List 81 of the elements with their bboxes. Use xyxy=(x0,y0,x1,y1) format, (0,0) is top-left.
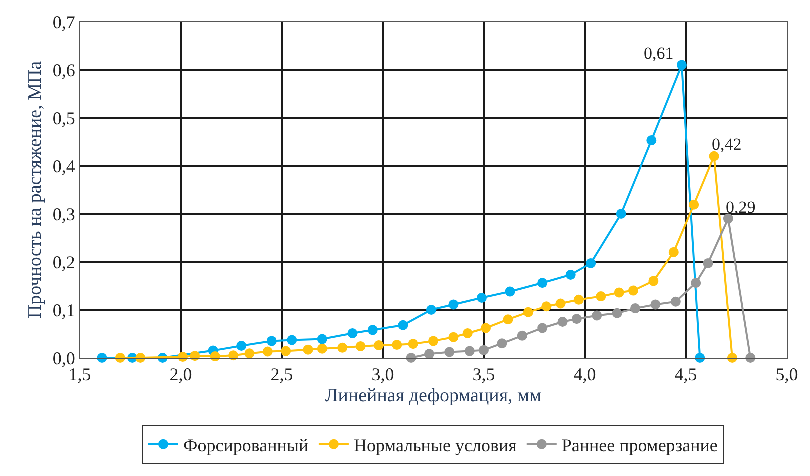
point xyxy=(356,341,366,352)
point xyxy=(612,308,622,318)
point xyxy=(448,332,459,342)
point xyxy=(676,60,687,70)
point xyxy=(542,302,552,312)
point xyxy=(374,340,384,351)
y-axis-title: Прочность на растяжение, МПа xyxy=(24,60,46,319)
point xyxy=(596,292,606,302)
point xyxy=(266,336,277,346)
point xyxy=(689,200,700,210)
x-tick-label: 5,0 xyxy=(776,364,798,385)
point xyxy=(703,258,714,268)
point xyxy=(368,325,378,336)
annotation: 0,42 xyxy=(712,135,742,154)
point xyxy=(497,338,508,349)
point xyxy=(462,328,473,339)
point xyxy=(448,300,459,310)
legend-label: Раннее промерзание xyxy=(562,435,718,456)
point xyxy=(572,314,582,324)
point xyxy=(479,345,489,356)
point xyxy=(424,349,434,360)
point xyxy=(668,247,679,258)
point xyxy=(503,314,514,325)
point xyxy=(556,298,566,309)
point xyxy=(646,136,657,146)
point xyxy=(670,296,681,307)
point xyxy=(628,286,638,296)
point xyxy=(592,310,602,321)
point xyxy=(517,330,528,341)
point xyxy=(505,286,516,297)
x-tick-label: 3,5 xyxy=(472,364,496,385)
x-tick-label: 2,0 xyxy=(170,364,192,385)
legend-label: Форсированный xyxy=(184,435,309,456)
point xyxy=(574,294,584,305)
point xyxy=(558,317,568,327)
annotation: 0,61 xyxy=(644,44,674,63)
point xyxy=(464,346,475,356)
point xyxy=(317,344,328,354)
y-tick-label: 0,5 xyxy=(52,108,76,128)
point xyxy=(444,347,455,358)
point xyxy=(650,300,661,310)
point xyxy=(614,288,624,298)
point xyxy=(392,340,402,350)
point xyxy=(523,307,534,318)
point xyxy=(236,341,247,351)
point xyxy=(398,320,408,330)
point xyxy=(481,323,492,334)
x-axis-title: Линейная деформация, мм xyxy=(325,385,542,406)
point xyxy=(476,293,487,303)
x-tick-label: 4,0 xyxy=(574,364,596,385)
point xyxy=(691,278,702,288)
x-tick-label: 2,5 xyxy=(270,364,294,385)
y-tick-label: 0,7 xyxy=(52,12,76,32)
point xyxy=(348,328,358,339)
point xyxy=(630,304,640,314)
point xyxy=(262,346,273,357)
point xyxy=(303,344,314,355)
legend-label: Нормальные условия xyxy=(354,435,517,456)
point xyxy=(648,276,659,286)
point xyxy=(317,334,328,344)
annotation: 0,29 xyxy=(726,198,756,217)
point xyxy=(586,258,596,268)
point xyxy=(281,346,292,356)
point xyxy=(428,336,438,346)
y-tick-label: 0,6 xyxy=(52,60,76,80)
point xyxy=(244,348,255,359)
y-tick-label: 0,4 xyxy=(52,156,76,176)
point xyxy=(616,209,626,219)
point xyxy=(538,278,548,288)
x-tick-label: 4,5 xyxy=(674,364,698,385)
point xyxy=(538,323,548,334)
point xyxy=(287,335,298,346)
point xyxy=(566,270,576,280)
point xyxy=(426,305,436,315)
y-tick-label: 0,2 xyxy=(52,252,76,272)
x-tick-label: 3,0 xyxy=(372,364,394,385)
point xyxy=(338,342,348,353)
y-tick-label: 0,3 xyxy=(52,204,76,224)
point xyxy=(709,151,720,162)
point xyxy=(408,339,418,350)
y-tick-label: 0,1 xyxy=(52,300,76,320)
